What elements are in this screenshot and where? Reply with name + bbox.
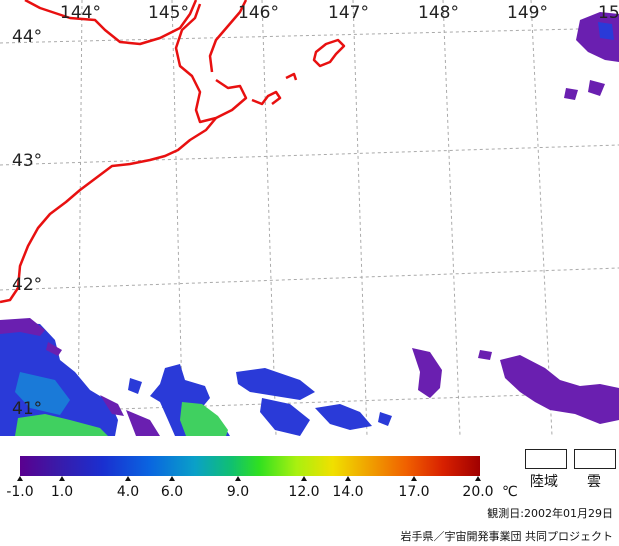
lon-label-146: 146°: [238, 3, 279, 23]
observation-date: 観測日:2002年01月29日: [487, 507, 613, 520]
coastline-shikotan-island: [312, 38, 346, 68]
coastline-hokkaido-east: [24, 0, 198, 46]
sst-patch-southwest-cyan: [15, 372, 70, 415]
tick-mark: [475, 476, 481, 481]
map-canvas: 144° 145° 146° 147° 148° 149° 15 44° 43°…: [0, 0, 619, 436]
lon-label-145: 145°: [148, 3, 189, 23]
tick-label: 9.0: [227, 484, 249, 500]
tick-label: 6.0: [161, 484, 183, 500]
meridian-146: [261, 0, 277, 436]
sst-patch-southeast-purple: [500, 355, 619, 424]
latitude-labels: 44° 43° 42° 41°: [12, 27, 42, 419]
meridian-149: [530, 0, 553, 436]
coastline-south-hokkaido: [0, 117, 217, 304]
tick-label: 17.0: [398, 484, 429, 500]
tick-label: 14.0: [332, 484, 363, 500]
tick-mark: [345, 476, 351, 481]
sst-patch-south-central-green: [180, 402, 228, 436]
land-legend-swatch: [525, 449, 567, 469]
tick-mark: [301, 476, 307, 481]
sst-patch-southwest: [0, 322, 118, 436]
lon-label-148: 148°: [418, 3, 459, 23]
tick-label: 12.0: [288, 484, 319, 500]
sea-surface-temperature-map: 144° 145° 146° 147° 148° 149° 15 44° 43°…: [0, 0, 619, 436]
meridian-145: [171, 0, 184, 436]
land-legend-label: 陸域: [530, 474, 558, 490]
tick-mark: [125, 476, 131, 481]
colorbar-gradient: [20, 456, 480, 476]
sst-patch-northeast-blue: [598, 22, 614, 40]
coastline-small-island: [285, 72, 298, 81]
coastline-nemuro-peninsula: [174, 3, 248, 124]
coastline: [0, 0, 346, 304]
lon-label-149: 149°: [507, 3, 548, 23]
sst-patch-southwest-purple: [0, 318, 160, 436]
sst-patch-southwest-green: [15, 414, 108, 436]
lon-label-147: 147°: [328, 3, 369, 23]
tick-label: 20.0: [462, 484, 493, 500]
colorbar-ticks: [17, 476, 481, 481]
graticule: [0, 0, 619, 436]
parallel-42: [0, 267, 619, 291]
tick-mark: [169, 476, 175, 481]
meridian-148: [442, 0, 461, 436]
colorbar-tick-labels: -1.0 1.0 4.0 6.0 9.0 12.0 14.0 17.0 20.0…: [6, 484, 517, 500]
longitude-labels: 144° 145° 146° 147° 148° 149° 15: [60, 3, 619, 23]
tick-mark: [17, 476, 23, 481]
coastline-shiretoko: [208, 0, 248, 73]
cloud-legend-label: 雲: [587, 474, 601, 490]
parallel-44: [0, 27, 619, 44]
lat-label-41: 41°: [12, 399, 42, 419]
sst-patch-south-speckle: [128, 378, 392, 430]
credit-line: 岩手県／宇宙開発事業団 共同プロジェクト: [400, 530, 614, 543]
sst-patch-east-purple-small: [412, 348, 492, 398]
meridian-144: [77, 0, 83, 436]
sst-data-layer: [0, 12, 619, 436]
sst-patch-south-band: [236, 368, 315, 436]
lat-label-44: 44°: [12, 27, 42, 47]
lon-label-144: 144°: [60, 3, 101, 23]
lat-label-43: 43°: [12, 151, 42, 171]
tick-mark: [411, 476, 417, 481]
tick-label: 4.0: [117, 484, 139, 500]
temperature-colorbar: -1.0 1.0 4.0 6.0 9.0 12.0 14.0 17.0 20.0…: [6, 456, 518, 500]
tick-label: 1.0: [51, 484, 73, 500]
lon-label-150: 15: [598, 3, 619, 23]
coastline-habomai-islands: [251, 90, 282, 106]
colorbar-unit: ℃: [502, 484, 518, 500]
lat-label-42: 42°: [12, 275, 42, 295]
tick-label: -1.0: [6, 484, 33, 500]
tick-mark: [59, 476, 65, 481]
cloud-legend-swatch: [574, 449, 616, 469]
meridian-147: [352, 0, 368, 436]
parallel-43: [0, 144, 619, 166]
tick-mark: [235, 476, 241, 481]
